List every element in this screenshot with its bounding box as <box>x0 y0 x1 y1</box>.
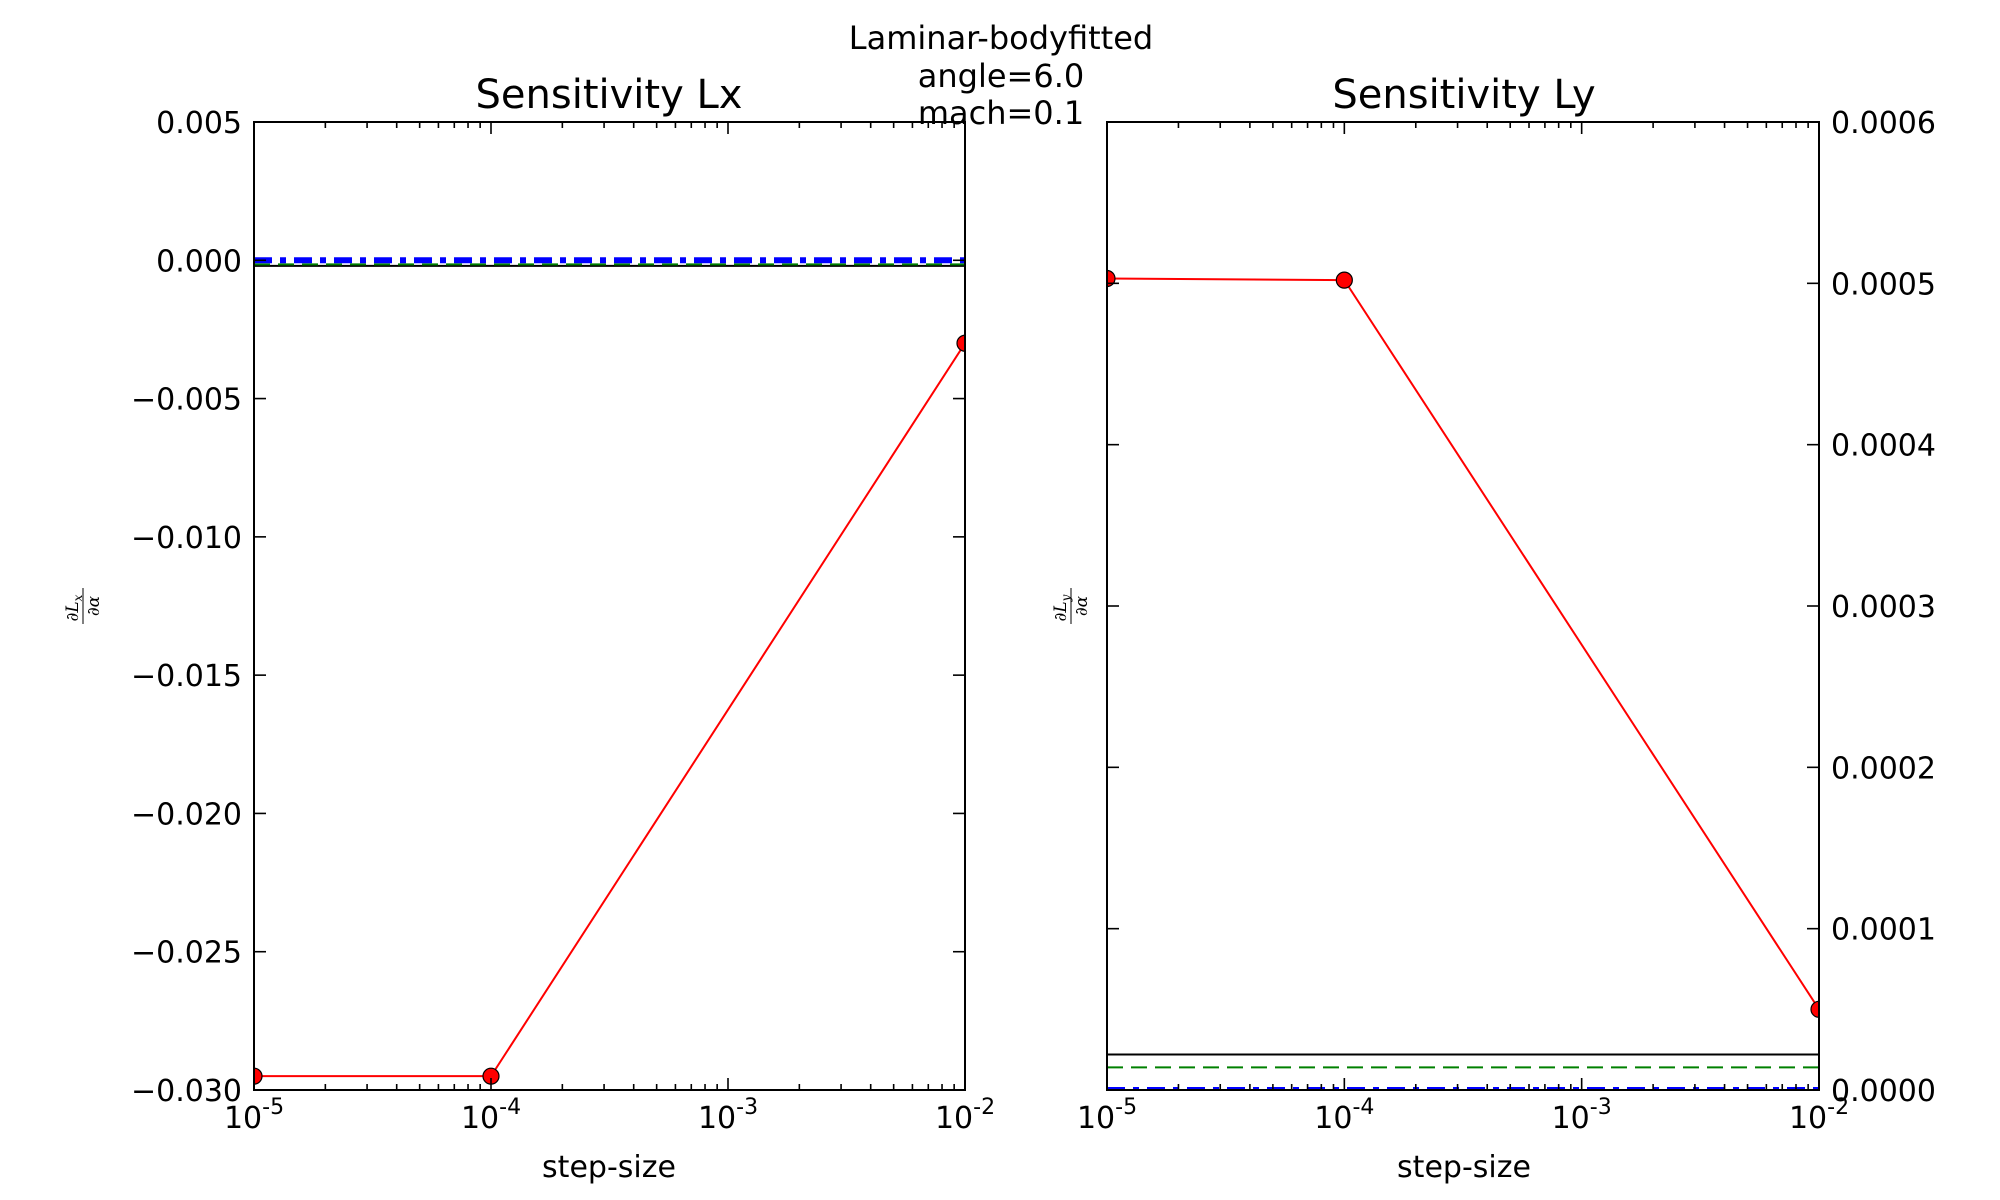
x-tick-label: 10-2 <box>935 1095 995 1136</box>
series-line-red <box>1107 277 1819 1010</box>
x-axis-label: step-size <box>542 1150 676 1185</box>
y-tick-label: 0.0005 <box>1831 267 1936 302</box>
data-point <box>1107 269 1116 288</box>
x-tick-label: 10-2 <box>1789 1095 1849 1136</box>
data-point <box>254 1067 263 1085</box>
y-axis-label-sub: y <box>1059 594 1073 602</box>
y-tick-label: −0.020 <box>131 797 242 832</box>
y-tick-label: 0.0000 <box>1831 1074 1936 1109</box>
y-axis-label: ∂Ly ∂α <box>1051 588 1092 624</box>
x-tick-label-exponent: -3 <box>736 1095 758 1120</box>
x-tick-label: 10-5 <box>224 1095 284 1136</box>
y-tick-label: −0.030 <box>131 1074 242 1109</box>
axes-frame <box>1106 121 1820 1091</box>
y-tick-label: 0.005 <box>156 106 242 141</box>
y-tick-label: 0.0004 <box>1831 429 1936 464</box>
y-axis-label: ∂Lx ∂α <box>63 588 104 624</box>
y-tick-label: 0.0001 <box>1831 913 1936 948</box>
y-axis-label-denominator: ∂α <box>1072 595 1092 616</box>
y-tick-label: 0.0002 <box>1831 751 1936 786</box>
y-tick-label: 0.0003 <box>1831 590 1936 625</box>
x-tick-label-base: 10 <box>1077 1101 1115 1136</box>
x-tick-label-base: 10 <box>461 1101 499 1136</box>
data-point <box>1335 271 1353 289</box>
x-tick-label-exponent: -2 <box>973 1095 995 1120</box>
x-tick-label-base: 10 <box>1314 1101 1352 1136</box>
x-tick-label-base: 10 <box>935 1101 973 1136</box>
y-tick-label: −0.005 <box>131 383 242 418</box>
x-tick-label-base: 10 <box>1789 1101 1827 1136</box>
x-tick-label: 10-3 <box>1552 1095 1612 1136</box>
y-tick-label: −0.025 <box>131 936 242 971</box>
x-tick-label: 10-4 <box>1314 1095 1374 1136</box>
x-tick-label-exponent: -3 <box>1590 1095 1612 1120</box>
x-tick-label-base: 10 <box>1552 1101 1590 1136</box>
suptitle-line-3: mach=0.1 <box>918 94 1084 132</box>
y-axis-label-numerator: ∂Lx <box>63 594 85 621</box>
y-axis-label-num: ∂L <box>63 601 83 621</box>
plot-area <box>1107 269 1819 1090</box>
data-point <box>1810 1000 1819 1018</box>
y-tick-label: −0.010 <box>131 521 242 556</box>
y-axis-label-num: ∂L <box>1051 601 1071 621</box>
y-axis-label-numerator: ∂Ly <box>1051 594 1073 621</box>
x-tick-label-base: 10 <box>698 1101 736 1136</box>
y-tick-label: 0.000 <box>156 244 242 279</box>
data-point <box>956 334 965 352</box>
y-axis-label-denominator: ∂α <box>84 595 104 616</box>
y-tick-label: −0.015 <box>131 659 242 694</box>
axes-frame <box>253 121 966 1091</box>
suptitle-line-1: Laminar-bodyfitted <box>849 19 1153 57</box>
plot-area <box>254 257 965 1085</box>
subplot-sensitivity-ly: Sensitivity Ly step-size ∂Ly ∂α 10-5 10-4… <box>1051 72 1936 1185</box>
subplot-sensitivity-lx: Sensitivity Lx step-size ∂Lx ∂α 10-5 10-4… <box>63 72 995 1185</box>
x-tick-label: 10-3 <box>698 1095 758 1136</box>
x-tick-label-exponent: -4 <box>499 1095 521 1120</box>
x-tick-label-exponent: -4 <box>1352 1095 1374 1120</box>
x-tick-label-base: 10 <box>224 1101 262 1136</box>
suptitle-line-2: angle=6.0 <box>918 57 1084 95</box>
x-axis-label: step-size <box>1397 1150 1531 1185</box>
x-tick-label-exponent: -5 <box>1115 1095 1137 1120</box>
x-tick-label: 10-4 <box>461 1095 521 1136</box>
y-tick-label: 0.0006 <box>1831 106 1936 141</box>
series-line-red <box>254 342 965 1078</box>
x-tick-label: 10-5 <box>1077 1095 1137 1136</box>
y-axis-label-sub: x <box>71 594 85 601</box>
subplot-title: Sensitivity Ly <box>1332 72 1595 118</box>
x-tick-label-exponent: -2 <box>1827 1095 1849 1120</box>
x-tick-label-exponent: -5 <box>262 1095 284 1120</box>
subplot-title: Sensitivity Lx <box>476 72 743 118</box>
